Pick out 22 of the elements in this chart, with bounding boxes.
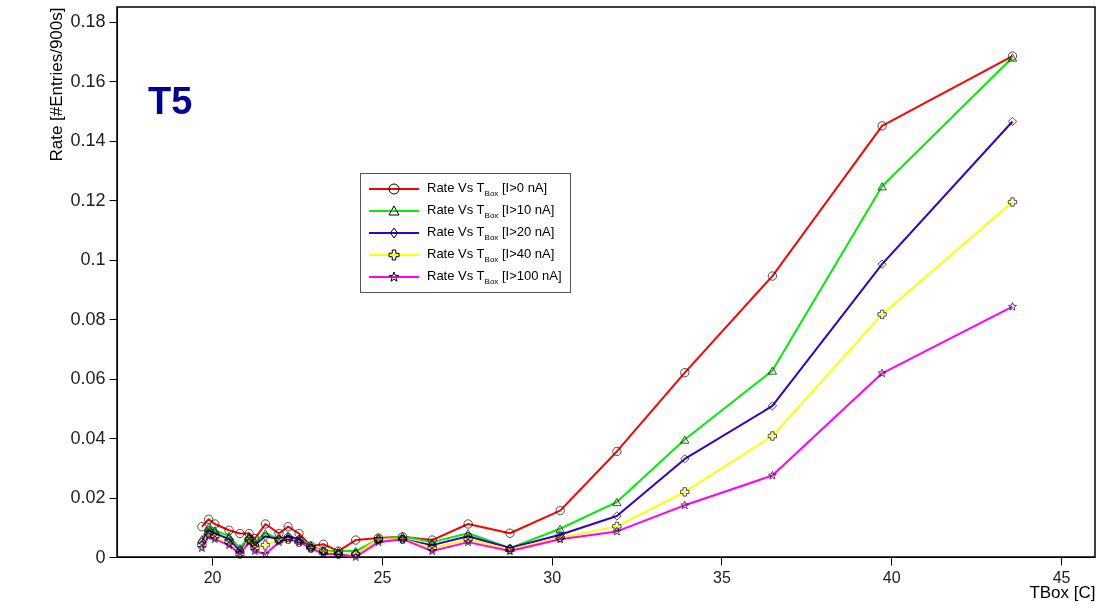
legend-label: Rate Vs T$_{Box}$ [I>0 nA] (427, 180, 548, 198)
x-tick-label: 35 (713, 568, 731, 586)
legend-label: Rate Vs T$_{Box}$ [I>40 nA] (427, 246, 555, 264)
x-tick-label: 40 (882, 568, 901, 586)
x-tick-label: 25 (373, 568, 392, 586)
legend-label: Rate Vs T$_{Box}$ [I>10 nA] (427, 202, 555, 220)
y-tick-label: 0.12 (70, 189, 106, 210)
y-tick-label: 0 (95, 546, 106, 567)
y-tick-label: 0.06 (70, 368, 106, 389)
x-tick-label: 20 (203, 568, 222, 586)
y-tick-label: 0.14 (70, 130, 106, 151)
y-tick-label: 0.1 (80, 249, 106, 270)
legend-label: Rate Vs T$_{Box}$ [I>20 nA] (427, 224, 555, 242)
y-tick-label: 0.18 (70, 11, 106, 32)
text: T5 (147, 80, 193, 122)
y-tick-label: 0.08 (70, 308, 106, 329)
x-tick-label: 30 (543, 568, 562, 586)
legend-label: Rate Vs T$_{Box}$ [I>100 nA] (427, 268, 562, 286)
y-tick-label: 0.16 (70, 70, 106, 91)
y-axis-title: Rate [#Entries/900s] (47, 7, 67, 162)
y-tick-label: 0.04 (70, 427, 106, 448)
y-tick-label: 0.02 (70, 487, 106, 508)
